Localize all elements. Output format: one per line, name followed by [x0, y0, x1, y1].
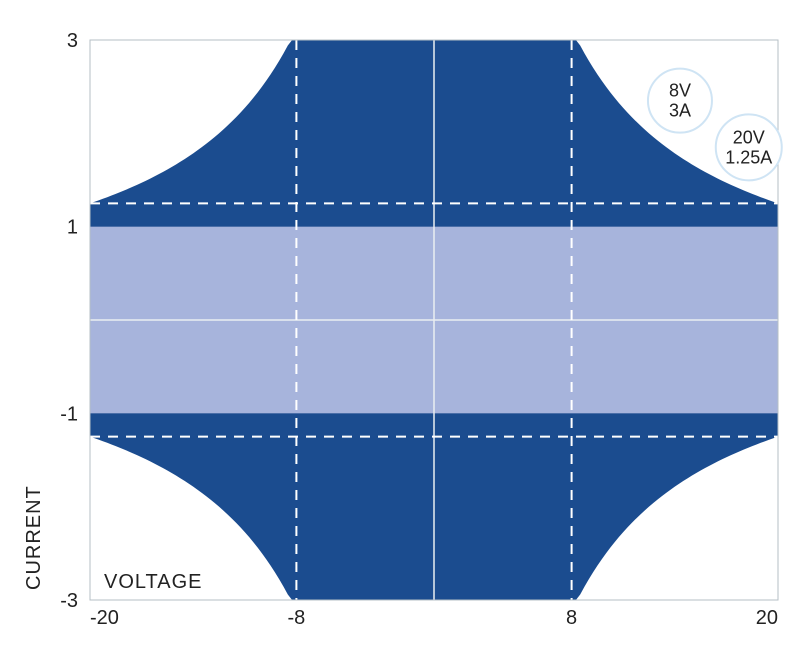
chart-svg: -20-8820-3-113VOLTAGECURRENT8V3A20V1.25A: [0, 0, 810, 672]
ytick-label: 1: [67, 217, 78, 239]
xtick-label: -8: [288, 607, 306, 629]
ytick-label: 3: [67, 30, 78, 52]
badge-20v-125a: 20V1.25A: [716, 114, 782, 180]
power-envelope-chart: -20-8820-3-113VOLTAGECURRENT8V3A20V1.25A: [0, 0, 810, 672]
ytick-label: -1: [60, 403, 78, 425]
badge-8v-3a: 8V3A: [648, 69, 712, 133]
y-axis-title: CURRENT: [23, 485, 45, 590]
badge-line1: 8V: [669, 81, 691, 101]
badge-line1: 20V: [733, 127, 765, 147]
ytick-label: -3: [60, 590, 78, 612]
badge-line2: 1.25A: [725, 147, 772, 167]
xtick-label: 8: [566, 607, 577, 629]
badge-line2: 3A: [669, 101, 691, 121]
xtick-label: -20: [90, 607, 119, 629]
x-axis-title: VOLTAGE: [104, 571, 203, 593]
xtick-label: 20: [756, 607, 778, 629]
